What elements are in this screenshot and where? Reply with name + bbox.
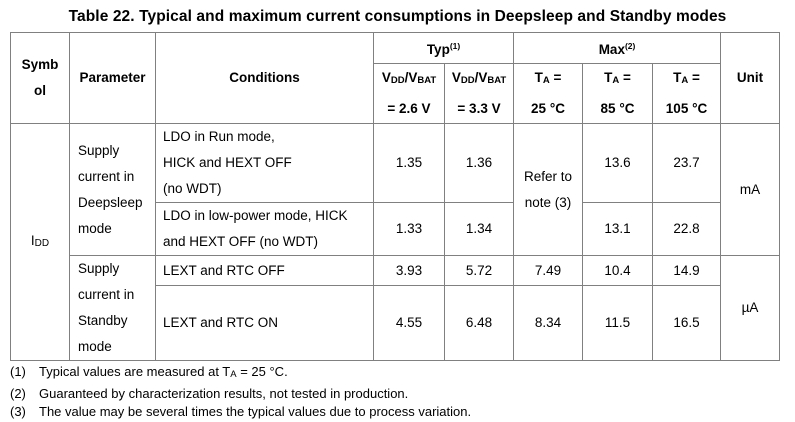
col-header-unit: Unit: [720, 32, 781, 124]
temperature-value: 85 °C: [600, 101, 635, 116]
footnote-text-pre: Typical values are measured at T: [39, 364, 231, 379]
conditions-cell: LEXT and RTC OFF: [155, 255, 374, 286]
symbol-sub: DD: [34, 237, 50, 249]
col-header-vdd-2v6: VDD/VBAT = 2.6 V: [373, 63, 445, 124]
typ-2v6-value: 4.55: [373, 285, 445, 361]
conditions-cell: LEXT and RTC ON: [155, 285, 374, 361]
header-row-subcolumns: VDD/VBAT = 2.6 V VDD/VBAT = 3.3 V TA = 2…: [11, 63, 780, 124]
typ-label: Typ: [426, 42, 450, 57]
max-25-note-cell: Refer to note (3): [513, 123, 584, 256]
v-sub-dd: DD: [460, 75, 475, 86]
max-85-value: 13.6: [582, 123, 654, 203]
v-symbol: V: [381, 70, 391, 85]
t-sub-a: A: [542, 75, 550, 86]
t-sub-a: A: [681, 75, 689, 86]
table-title: Table 22. Typical and maximum current co…: [68, 8, 727, 25]
max-85-value: 11.5: [582, 285, 654, 361]
col-header-typ-group: Typ(1): [372, 32, 515, 64]
v-symbol: V: [451, 70, 461, 85]
equals-sign: =: [688, 70, 700, 85]
vdd-vbat-line: VDD/VBAT: [375, 65, 444, 96]
typ-footnote-ref: (1): [449, 41, 461, 51]
max-25-value: 8.34: [513, 285, 584, 361]
row-standby-rtc-off: Supply current in Standby mode LEXT and …: [11, 255, 781, 361]
t-symbol: T: [604, 70, 613, 85]
footnote-text-post: = 25 °C.: [236, 364, 288, 379]
col-header-ta-85: TA = 85 °C: [582, 63, 654, 124]
row-deepsleep-run: IDD Supply current in Deepsleep mode LDO…: [10, 123, 781, 361]
t-sub-a: A: [230, 369, 237, 380]
col-header-symbol: Symb ol: [10, 32, 70, 124]
footnote-3: (3) The value may be several times the t…: [10, 403, 790, 422]
unit-ua-cell: µA: [720, 255, 781, 361]
v-sub-bat: BAT: [417, 75, 437, 86]
parameter-deepsleep-cell: Supply current in Deepsleep mode: [69, 123, 156, 256]
unit-ma-cell: mA: [720, 123, 781, 256]
temperature-value: 25 °C: [531, 101, 565, 116]
max-105-value: 14.9: [652, 255, 722, 286]
symbol-idd-cell: IDD: [10, 123, 70, 361]
voltage-value: = 2.6 V: [387, 101, 431, 116]
row-standby-rtc-on: LEXT and RTC ON 4.55 6.48 8.34 11.5 16.5: [11, 285, 780, 361]
footnote-marker: (2): [10, 385, 26, 401]
max-105-value: 22.8: [652, 202, 722, 256]
equals-sign: =: [549, 70, 562, 85]
col-header-vdd-3v3: VDD/VBAT = 3.3 V: [443, 63, 515, 124]
t-symbol: T: [534, 70, 543, 85]
max-label: Max: [598, 42, 625, 57]
current-consumption-table: Symb ol Parameter Conditions Typ(1) Max(…: [10, 32, 781, 361]
t-sub-a: A: [612, 75, 620, 86]
vdd-vbat-line: VDD/VBAT: [446, 65, 513, 96]
col-header-ta-105: TA = 105 °C: [652, 63, 722, 124]
typ-3v3-value: 1.36: [443, 123, 515, 203]
typ-2v6-value: 1.33: [373, 202, 445, 256]
footnote-text: The value may be several times the typic…: [39, 404, 472, 419]
max-85-value: 13.1: [582, 202, 654, 256]
header-row-groups: Symb ol Parameter Conditions Typ(1) Max(…: [10, 32, 781, 124]
col-header-max-group: Max(2): [513, 32, 722, 64]
v-sub-bat: BAT: [487, 75, 507, 86]
max-footnote-ref: (2): [624, 41, 636, 51]
footnote-marker: (3): [10, 404, 26, 419]
t-symbol: T: [673, 70, 682, 85]
max-85-value: 10.4: [582, 255, 654, 286]
footnote-marker: (1): [10, 364, 26, 379]
footnote-1: (1) Typical values are measured at TA = …: [10, 363, 790, 385]
footnote-2: (2) Guaranteed by characterization resul…: [10, 385, 790, 404]
temperature-value: 105 °C: [665, 101, 708, 116]
typ-2v6-value: 1.35: [373, 123, 445, 203]
ta-line: TA =: [654, 65, 720, 96]
typ-3v3-value: 5.72: [443, 255, 515, 286]
footnote-text: Typical values are measured at TA = 25 °…: [39, 363, 288, 385]
parameter-standby-cell: Supply current in Standby mode: [69, 255, 156, 361]
v-symbol: /V: [474, 70, 488, 85]
max-105-value: 16.5: [652, 285, 722, 361]
col-header-parameter: Parameter: [69, 32, 156, 124]
conditions-cell: LDO in low-power mode, HICK and HEXT OFF…: [155, 202, 374, 256]
col-header-ta-25: TA = 25 °C: [513, 63, 584, 124]
max-25-value: 7.49: [513, 255, 584, 286]
col-header-conditions: Conditions: [155, 32, 374, 124]
footnotes: (1) Typical values are measured at TA = …: [10, 363, 790, 422]
voltage-value: = 3.3 V: [457, 101, 501, 116]
typ-2v6-value: 3.93: [373, 255, 445, 286]
v-symbol: /V: [404, 70, 418, 85]
v-sub-dd: DD: [390, 75, 405, 86]
conditions-cell: LDO in Run mode, HICK and HEXT OFF (no W…: [155, 123, 374, 203]
ta-line: TA =: [584, 65, 652, 96]
footnote-text: Guaranteed by characterization results, …: [39, 385, 409, 401]
typ-3v3-value: 6.48: [443, 285, 515, 361]
max-105-value: 23.7: [652, 123, 722, 203]
equals-sign: =: [619, 70, 631, 85]
symbol-base: I: [30, 232, 35, 248]
typ-3v3-value: 1.34: [443, 202, 515, 256]
ta-line: TA =: [515, 65, 582, 96]
row-deepsleep-lowpower: LDO in low-power mode, HICK and HEXT OFF…: [11, 202, 780, 256]
